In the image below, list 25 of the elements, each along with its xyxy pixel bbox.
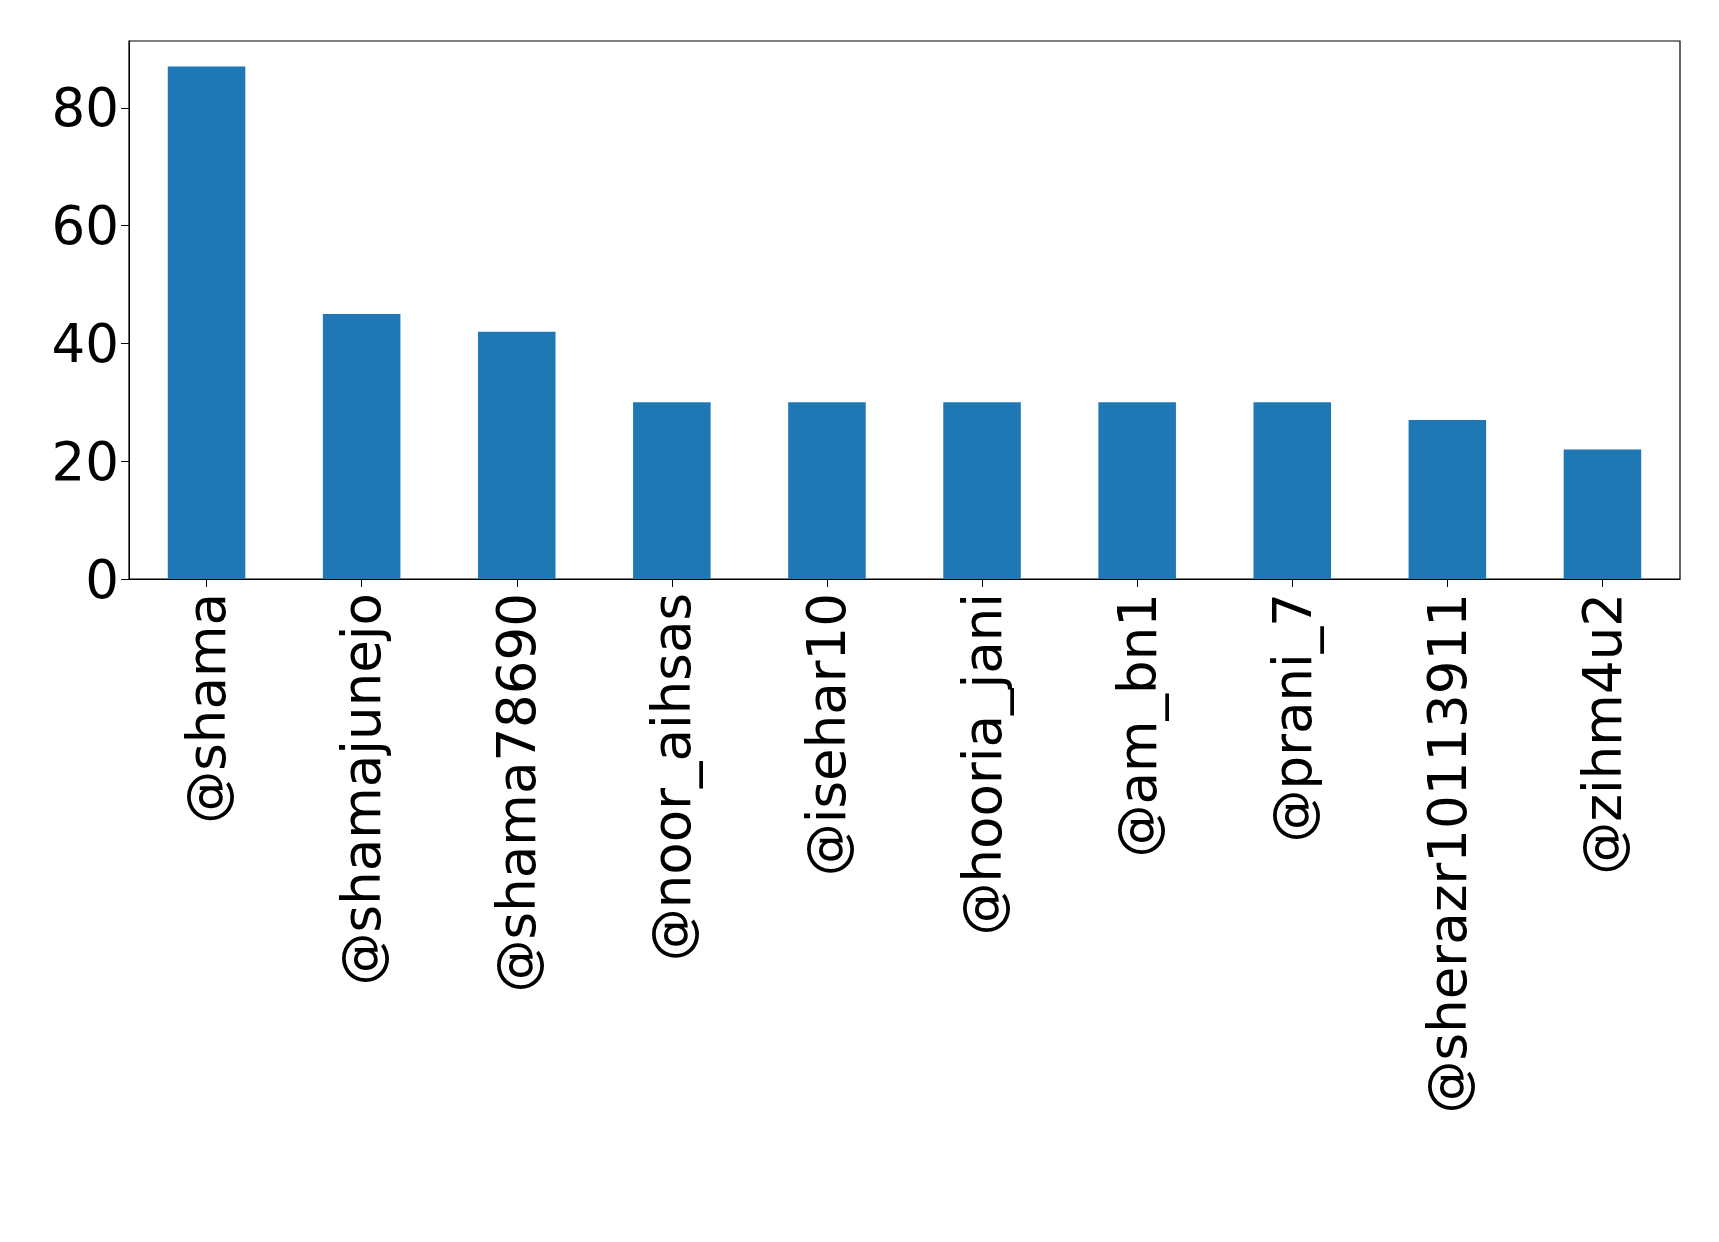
x-tick-label: @prani_7 <box>1261 593 1324 843</box>
x-tick-label: @noor_aihsas <box>641 593 704 962</box>
bar <box>633 402 711 579</box>
x-tick-label: @hooria_jani <box>951 593 1014 936</box>
bar <box>1563 449 1642 579</box>
x-tick-label: @shamajunejo <box>331 593 393 986</box>
bar <box>943 402 1021 579</box>
x-tick-label: @shama <box>176 593 238 824</box>
bar <box>167 66 246 579</box>
y-tick-label: 60 <box>51 195 119 257</box>
bar <box>788 402 866 579</box>
x-tick-label: @am_bn1 <box>1106 593 1169 858</box>
y-tick-label: 0 <box>85 548 119 610</box>
y-tick-label: 40 <box>51 312 119 374</box>
y-tick-label: 20 <box>51 430 119 492</box>
bar <box>1408 419 1487 579</box>
x-tick-label: @zihm4u2 <box>1571 593 1633 875</box>
x-tick-label: @isehar10 <box>796 593 858 877</box>
bar <box>1253 402 1332 579</box>
x-tick-label: @sherazr10113911 <box>1416 593 1478 1114</box>
bar <box>1098 402 1176 579</box>
bar <box>477 331 556 579</box>
y-tick-label: 80 <box>51 77 119 139</box>
bar <box>322 313 401 579</box>
x-tick-label: @shama78690 <box>486 593 548 993</box>
